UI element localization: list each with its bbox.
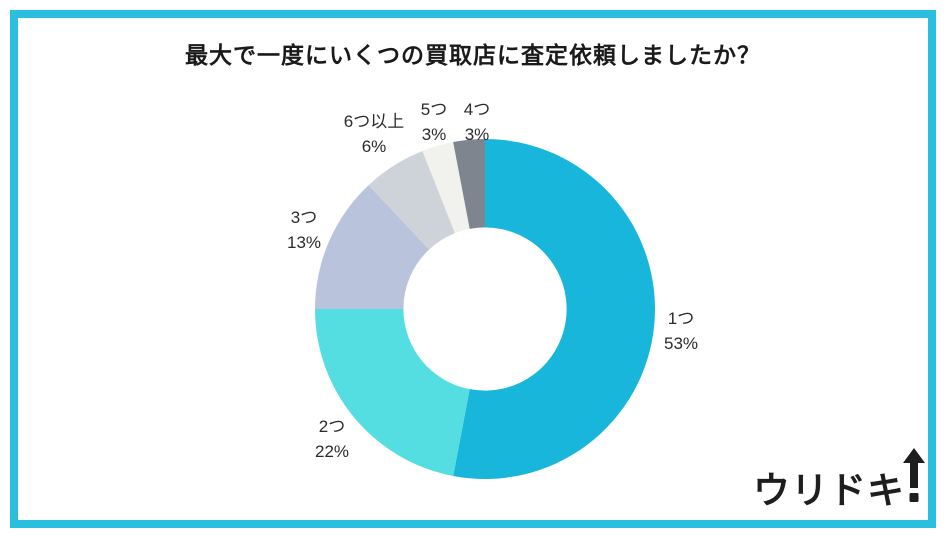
- pie-slice-1つ: [453, 139, 655, 479]
- slice-value: 3%: [421, 125, 447, 144]
- slice-value: 3%: [464, 125, 490, 144]
- slice-label-5: 5つ 3%: [421, 97, 447, 147]
- slice-category: 1つ: [667, 309, 695, 328]
- slice-category: 2つ: [318, 417, 346, 436]
- up-arrow-exclamation-icon: [903, 448, 925, 502]
- pie-slice-5つ: [422, 142, 470, 234]
- logo-text: ウリドキ: [753, 470, 905, 511]
- uridoki-logo: ウリドキ: [753, 448, 927, 511]
- slice-value: 22%: [314, 442, 350, 461]
- slice-value: 53%: [663, 334, 699, 353]
- donut-chart: [315, 139, 655, 479]
- pie-slice-3つ: [315, 185, 430, 309]
- pie-slice-4つ: [453, 139, 485, 229]
- slice-label-2: 2つ 22%: [315, 414, 349, 464]
- slice-value: 6%: [361, 137, 387, 156]
- pie-slice-2つ: [315, 309, 470, 476]
- chart-title: 最大で一度にいくつの買取店に査定依頼しましたか？: [185, 42, 761, 68]
- slice-label-1: 1つ 53%: [664, 306, 698, 356]
- slice-value: 13%: [286, 233, 322, 252]
- pie-slice-6つ以上: [368, 150, 455, 250]
- slice-label-6plus: 6つ以上 6%: [344, 109, 404, 159]
- slice-category: 5つ: [420, 100, 448, 119]
- slice-label-4: 4つ 3%: [464, 97, 490, 147]
- slice-category: 6つ以上: [343, 112, 405, 131]
- slice-label-3: 3つ 13%: [287, 205, 321, 255]
- slice-category: 3つ: [290, 208, 318, 227]
- slice-category: 4つ: [463, 100, 491, 119]
